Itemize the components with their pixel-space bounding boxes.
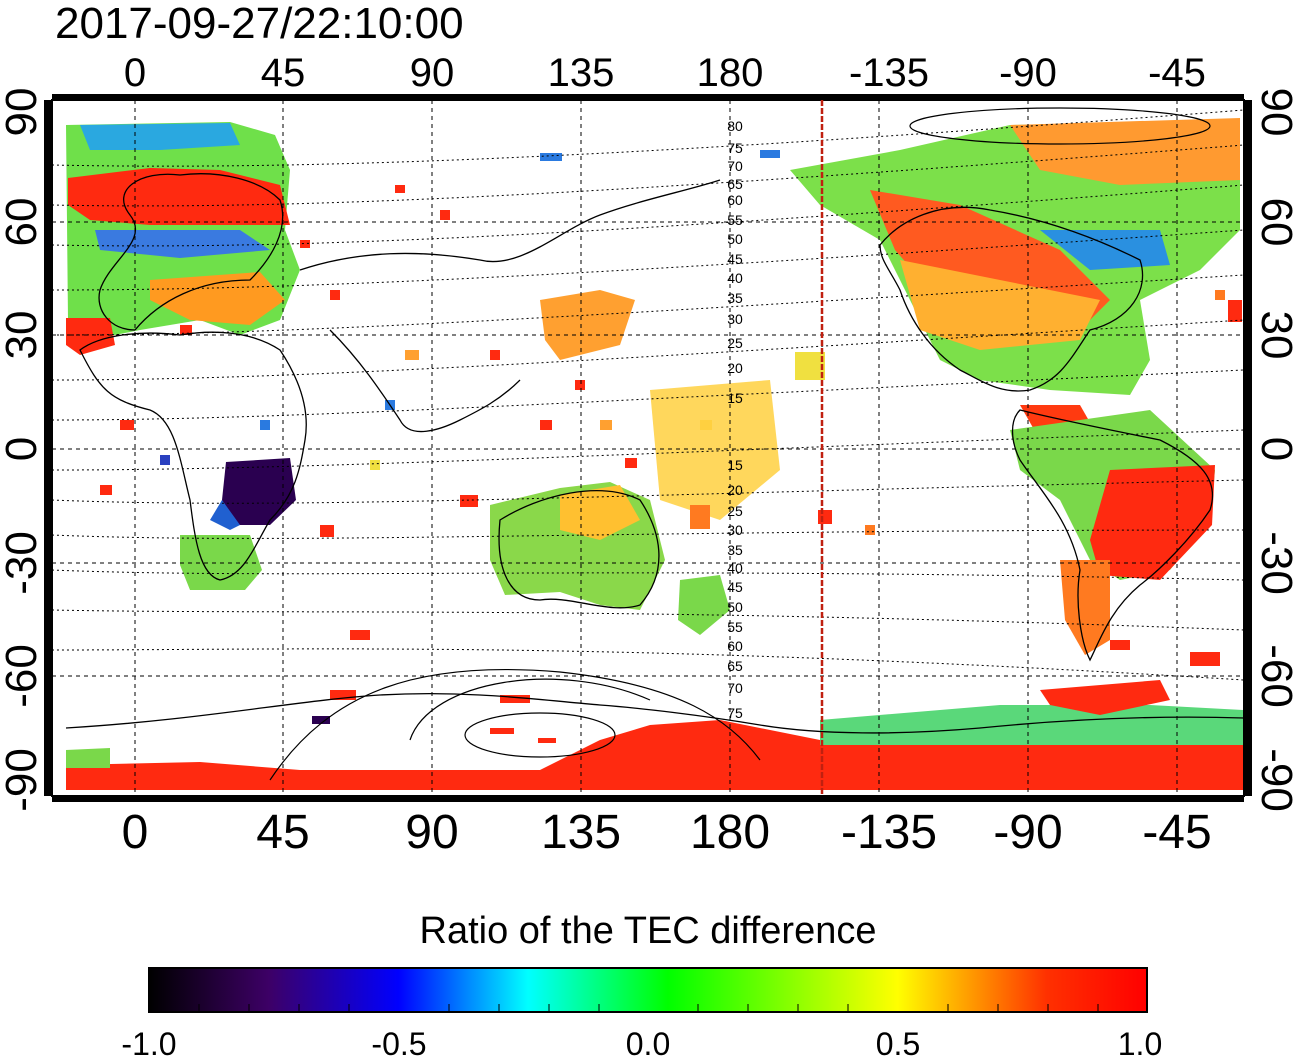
- contour-label: 50: [727, 599, 743, 615]
- colorbar-title: Ratio of the TEC difference: [419, 910, 877, 952]
- contour-label: 20: [727, 482, 743, 498]
- top-lon-label: 135: [548, 51, 615, 95]
- contour-label: 25: [727, 335, 743, 351]
- contour-label: 75: [727, 705, 743, 721]
- top-lon-label: -45: [1148, 51, 1206, 95]
- bottom-lon-label: 90: [405, 806, 458, 859]
- contour-label: 60: [727, 638, 743, 654]
- contour-label: 65: [727, 176, 743, 192]
- tec-data-layer: [66, 118, 1243, 790]
- contour-label: 45: [727, 251, 743, 267]
- solid-contours: [269, 107, 1211, 781]
- right-lat-label: -60: [1252, 644, 1296, 708]
- region-nz-green: [678, 575, 730, 635]
- right-lat-label: 60: [1252, 198, 1296, 247]
- left-lat-label: -60: [0, 644, 46, 708]
- contour-label: 35: [727, 542, 743, 558]
- left-lat-label: -90: [0, 748, 46, 812]
- contour-label: 40: [727, 270, 743, 286]
- contour-label: 45: [727, 579, 743, 595]
- contour-label: 30: [727, 522, 743, 538]
- colorbar-minor-ticks: [198, 1004, 1099, 1012]
- contour-label: 60: [727, 192, 743, 208]
- contour-label: 75: [727, 140, 743, 156]
- contour-label: 65: [727, 658, 743, 674]
- colorbar-tick-label: -1.0: [121, 1026, 177, 1062]
- contour-label: 20: [727, 360, 743, 376]
- left-lat-label: -30: [0, 531, 46, 595]
- colorbar-tick-label: 0.5: [875, 1026, 921, 1062]
- region-iberia-red: [66, 318, 115, 355]
- bottom-lon-label: 180: [690, 806, 770, 859]
- bottom-lon-label: -90: [993, 806, 1062, 859]
- region-southpole-red: [66, 762, 540, 790]
- region-europe-orange: [150, 272, 285, 325]
- bottom-lon-label: -45: [1142, 806, 1211, 859]
- top-lon-label: 45: [261, 51, 306, 95]
- bottom-lon-label: -135: [841, 806, 937, 859]
- top-lon-label: 90: [410, 51, 455, 95]
- left-lat-label: 0: [0, 437, 46, 461]
- region-japan-orange: [540, 290, 635, 360]
- left-lat-label: 30: [0, 311, 46, 360]
- right-lat-label: -30: [1252, 531, 1296, 595]
- region-canada-blue: [1040, 230, 1170, 270]
- bottom-lon-label: 135: [541, 806, 621, 859]
- top-lon-label: -90: [999, 51, 1057, 95]
- bottom-lon-label: 0: [122, 806, 149, 859]
- left-lat-label: 90: [0, 88, 46, 137]
- axis-band-marks: [44, 94, 1252, 802]
- contour-label: 35: [727, 290, 743, 306]
- region-africa-black: [222, 458, 296, 525]
- colorbar-tick-label: 1.0: [1117, 1026, 1163, 1062]
- contour-label: 25: [727, 503, 743, 519]
- region-antarctic-peninsula-red: [1040, 680, 1170, 715]
- contour-label: 70: [727, 158, 743, 174]
- region-europe-red: [68, 168, 290, 225]
- contour-label: 55: [727, 619, 743, 635]
- region-europe-blue: [80, 123, 240, 150]
- tec-map: 0 45 90 135 180 -135 -90 -45 0 45 90 135…: [0, 51, 1296, 859]
- colorbar-tick-label: 0.0: [625, 1026, 671, 1062]
- region-patagonia-orange: [1060, 560, 1110, 655]
- top-lon-label: -135: [849, 51, 929, 95]
- region-pacific-orange: [650, 380, 780, 520]
- coastlines: [65, 173, 1244, 734]
- contour-label: 15: [727, 390, 743, 406]
- top-lon-label: 180: [697, 51, 764, 95]
- top-lon-label: 0: [124, 51, 146, 95]
- contour-label: 40: [727, 560, 743, 576]
- region-africa-blue: [210, 500, 240, 530]
- region-antarctica-mixed: [820, 705, 1243, 745]
- colorbar-tick-label: -0.5: [371, 1026, 427, 1062]
- region-europe-blueband: [95, 230, 270, 258]
- region-australia-orange: [560, 485, 640, 540]
- timestamp-title: 2017-09-27/22:10:00: [55, 0, 464, 48]
- region-arctic-mixed: [1010, 118, 1240, 185]
- right-lat-label: 30: [1252, 311, 1296, 360]
- contour-label: 50: [727, 231, 743, 247]
- right-lat-label: -90: [1252, 748, 1296, 812]
- region-sa-red: [1090, 465, 1215, 580]
- region-na-orange: [900, 260, 1100, 350]
- contour-label: 70: [727, 680, 743, 696]
- right-lat-label: 0: [1252, 437, 1296, 461]
- contour-label: 15: [727, 457, 743, 473]
- contour-label: 55: [727, 212, 743, 228]
- left-lat-label: 60: [0, 198, 46, 247]
- contour-label: 80: [727, 118, 743, 134]
- region-southpole-green: [66, 748, 110, 768]
- right-lat-label: 90: [1252, 88, 1296, 137]
- bottom-lon-label: 45: [256, 806, 309, 859]
- colorbar-gradient: [148, 967, 1148, 1013]
- contour-label: 30: [727, 311, 743, 327]
- colorbar: [148, 967, 1148, 1013]
